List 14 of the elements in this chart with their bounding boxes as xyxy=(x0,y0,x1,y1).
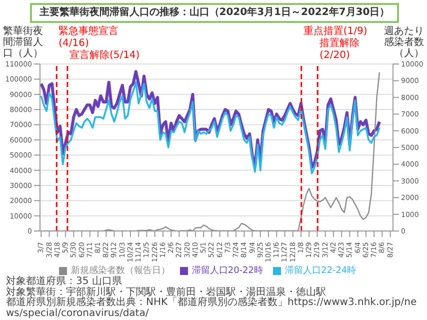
y2-axis-title: 週あたり感染者数（人） xyxy=(384,26,424,59)
text: 対象繁華街：宇部新川駅・下関駅・豊前田・岩国駅・湯田温泉・徳山駅 xyxy=(6,286,326,298)
legend-label: 滞留人口20-22時 xyxy=(192,266,263,276)
line-series xyxy=(40,81,380,174)
ref-line-label: 措置解除(2/20) xyxy=(320,37,360,61)
ref-line-label: 重点措置(1/9) xyxy=(303,25,368,37)
y-axis-title: 繁華街夜間滞留人口（人） xyxy=(3,26,43,59)
chart-title: 主要繁華街夜間滞留人口の推移：山口（2020年3月1日～2022年7月30日） xyxy=(30,3,399,23)
text: 都道府県別新規感染者数出典：NHK「都道府県別の感染者数」https://www3.nhk.or.jp/news/special/coronavirus/data/ xyxy=(6,297,418,319)
legend-label: 滞留人口22-24時 xyxy=(285,266,356,276)
legend-label: 新規感染者数（報告日） xyxy=(70,266,170,276)
text: 対象都道府県：35 山口県 xyxy=(6,276,123,287)
ref-line-label: 宣言解除(5/14) xyxy=(69,49,140,61)
ref-line-label: 緊急事態宣言(4/16) xyxy=(58,25,119,49)
